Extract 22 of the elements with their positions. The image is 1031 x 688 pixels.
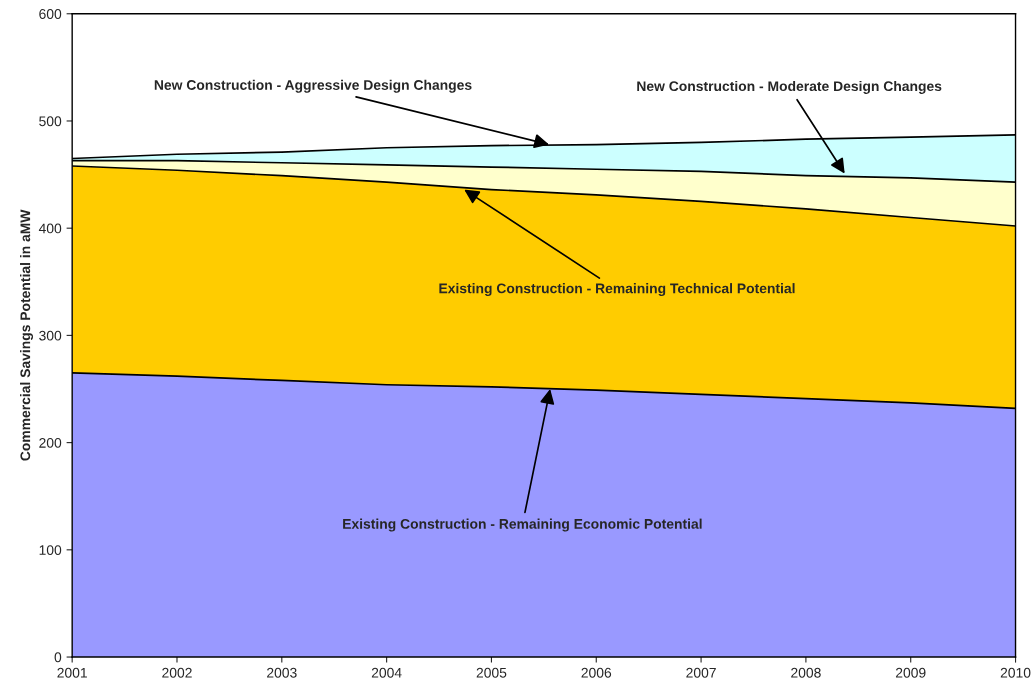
x-tick-label: 2005 (476, 667, 507, 678)
y-tick-label: 400 (38, 223, 62, 234)
y-tick-label: 300 (39, 330, 62, 341)
x-tick-label: 2009 (895, 667, 926, 678)
y-tick-label: 100 (39, 545, 62, 555)
x-tick-label: 2003 (267, 667, 297, 678)
x-tick-label: 2010 (1000, 667, 1031, 678)
x-tick-label: 2004 (371, 667, 402, 678)
annotation: Existing Construction - Remaining Economic Potential (343, 518, 702, 532)
x-tick-label: 2007 (686, 667, 716, 678)
y-tick-label: 500 (39, 116, 62, 127)
x-tick-label: 2001 (57, 667, 87, 678)
x-tick-label: 2008 (791, 667, 821, 678)
x-tick-label: 2006 (581, 667, 612, 678)
annotation: New Construction - Aggressive Design Changes (154, 79, 472, 93)
x-tick-label: 2002 (162, 667, 192, 678)
y-tick-label: 200 (39, 437, 62, 448)
y-tick-label: 0 (54, 652, 62, 663)
annotation: New Construction - Moderate Design Changes (637, 80, 942, 94)
annotation: Existing Construction - Remaining Technical Potential (439, 283, 795, 297)
y-tick-label: 600 (39, 9, 62, 19)
y-axis-title: Commercial Savings Potential in aMW (20, 209, 34, 461)
